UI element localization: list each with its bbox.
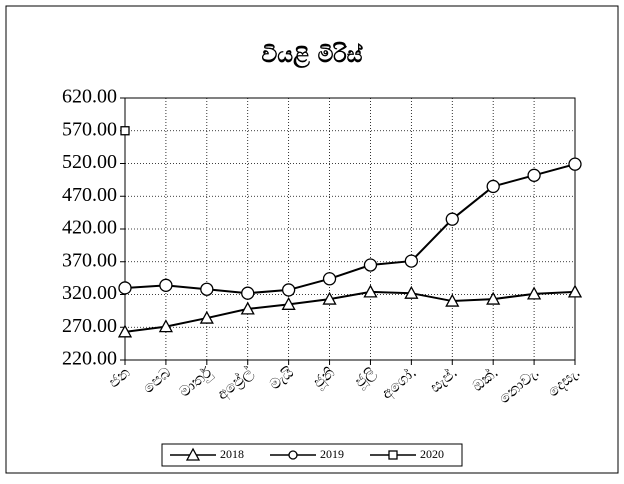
chart-border <box>5 5 619 474</box>
point <box>200 282 214 296</box>
point <box>281 283 296 297</box>
point <box>240 301 255 315</box>
y-tick-label: 220.00 <box>62 348 117 370</box>
point <box>322 272 337 286</box>
y-tick-label: 520.00 <box>62 151 117 173</box>
legend-marker <box>185 447 201 461</box>
y-tick-label: 570.00 <box>62 118 117 140</box>
point <box>567 284 583 298</box>
point <box>568 157 582 171</box>
y-tick-label: 270.00 <box>62 315 117 337</box>
point <box>120 126 130 136</box>
series-line <box>124 290 576 333</box>
point <box>445 212 459 226</box>
point <box>404 285 419 299</box>
plot-area <box>124 97 576 361</box>
point <box>445 293 460 307</box>
point <box>363 284 378 298</box>
point <box>486 179 500 194</box>
y-tick-label: 470.00 <box>62 184 117 206</box>
chart-title: වියළි මිරිස් <box>261 41 363 69</box>
point <box>117 324 133 338</box>
series-line <box>124 163 576 295</box>
legend-marker <box>288 450 298 460</box>
legend-label: 2019 <box>320 447 344 461</box>
point <box>526 286 542 300</box>
y-tick-label: 370.00 <box>62 249 117 271</box>
point <box>159 278 173 292</box>
legend-marker <box>388 450 398 460</box>
point <box>527 168 541 182</box>
legend-label: 2018 <box>220 447 244 461</box>
point <box>404 254 419 268</box>
y-tick-label: 620.00 <box>62 86 117 108</box>
legend-label: 2020 <box>420 447 444 461</box>
point <box>118 281 132 295</box>
point <box>281 296 296 310</box>
y-tick-label: 420.00 <box>62 217 117 239</box>
point <box>322 291 337 305</box>
point <box>158 319 174 333</box>
y-tick-label: 320.00 <box>62 282 117 304</box>
point <box>199 310 214 324</box>
point <box>486 291 501 305</box>
point <box>241 286 255 300</box>
point <box>363 258 378 272</box>
